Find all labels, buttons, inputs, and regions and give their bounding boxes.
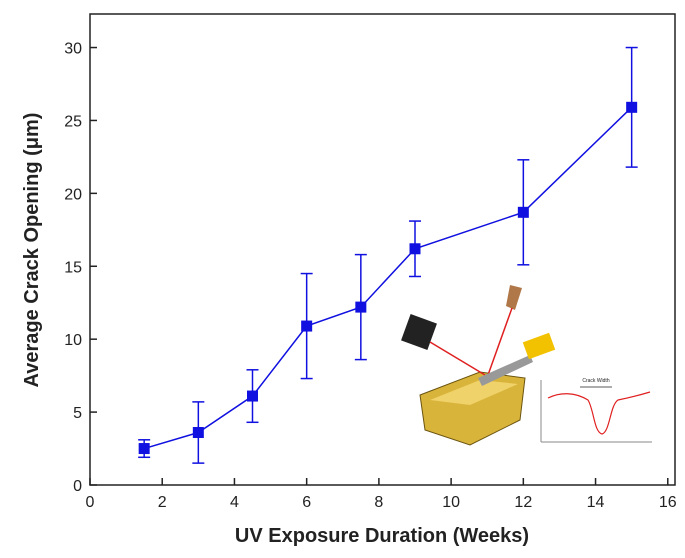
y-tick-label: 30 [64,41,82,58]
marker [518,207,529,218]
x-tick-label: 4 [230,494,239,511]
y-tick-label: 0 [73,478,82,495]
y-tick-label: 20 [64,186,82,203]
x-tick-label: 14 [587,494,605,511]
marker [193,427,204,438]
x-tick-label: 6 [302,494,311,511]
data-line [144,107,632,448]
y-tick-label: 25 [64,113,82,130]
inset-label: Crack Width [582,378,609,384]
chart: Crack Width UV Exposure Duration (Weeks)… [0,0,685,553]
x-tick-label: 2 [158,494,167,511]
y-tick-label: 10 [64,332,82,349]
y-tick-label: 5 [73,405,82,422]
marker [410,243,421,254]
plot-frame [90,14,675,485]
inset-illustration: Crack Width [401,285,652,445]
x-tick-label: 10 [442,494,460,511]
x-axis-title: UV Exposure Duration (Weeks) [235,525,529,547]
x-tick-label: 8 [374,494,383,511]
marker [301,321,312,332]
marker [139,443,150,454]
marker [626,102,637,113]
marker [247,391,258,402]
x-tick-label: 12 [514,494,532,511]
x-tick-label: 0 [86,494,95,511]
x-tick-label: 16 [659,494,677,511]
marker [355,302,366,313]
y-tick-label: 15 [64,259,82,276]
y-axis-title: Average Crack Opening (μm) [21,113,43,388]
